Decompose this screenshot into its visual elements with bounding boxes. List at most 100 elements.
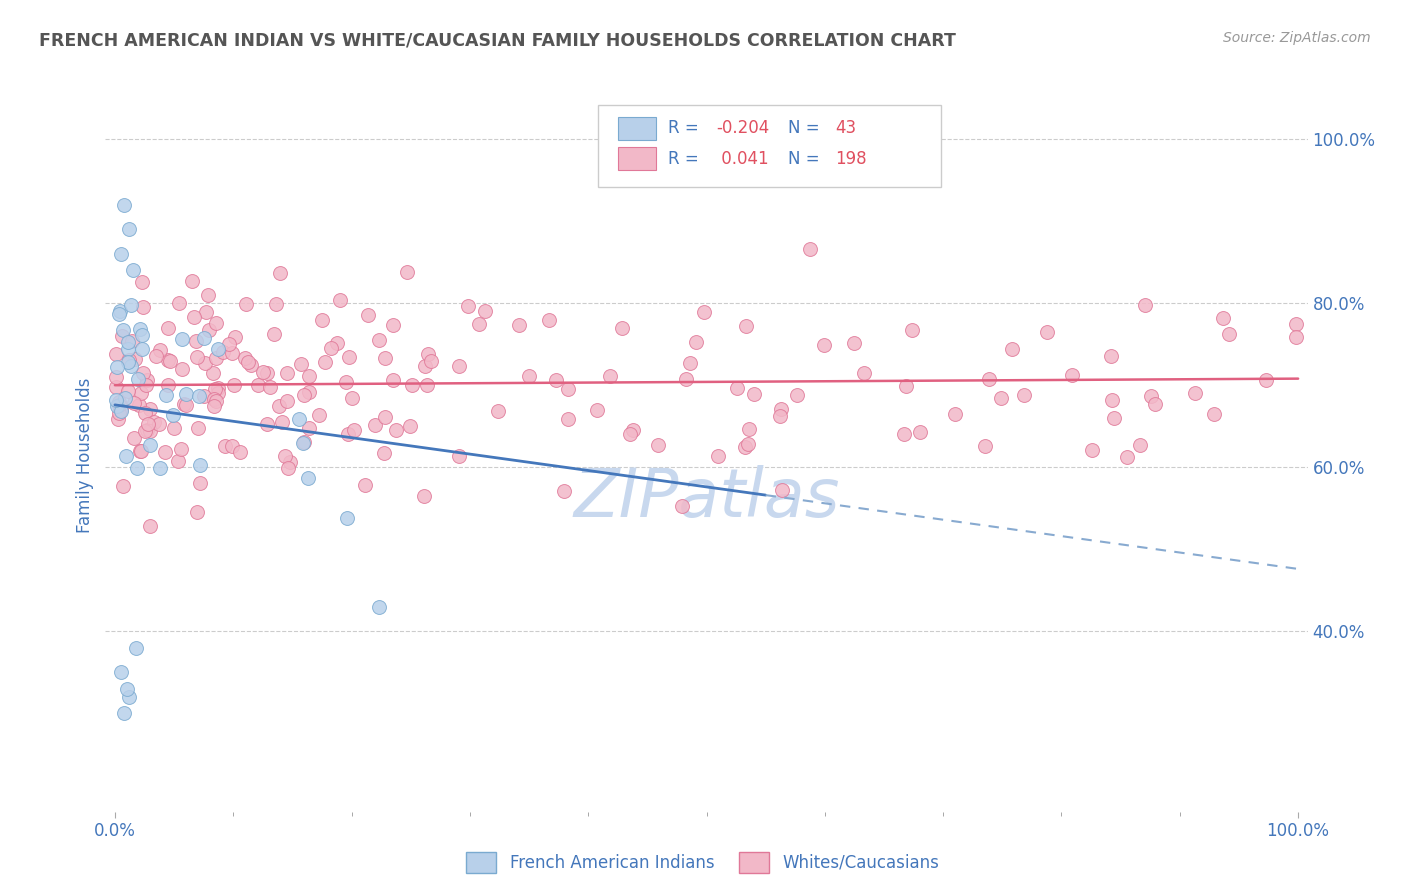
Point xyxy=(738,422,761,436)
Point xyxy=(187,420,209,434)
Point xyxy=(183,310,205,324)
Point xyxy=(125,640,148,655)
Point xyxy=(1285,329,1308,343)
Point xyxy=(842,335,865,350)
Point xyxy=(273,450,295,464)
Point xyxy=(124,352,146,367)
Point xyxy=(188,389,211,403)
Point xyxy=(385,423,408,437)
Point xyxy=(336,426,359,441)
Text: N =: N = xyxy=(789,150,825,168)
Point xyxy=(201,367,224,381)
Point xyxy=(908,425,931,440)
Point xyxy=(276,393,298,408)
Point xyxy=(188,458,211,472)
Point xyxy=(115,449,138,463)
FancyBboxPatch shape xyxy=(617,147,657,170)
Point xyxy=(457,299,479,313)
Point xyxy=(267,400,290,414)
Point xyxy=(298,368,321,383)
Point xyxy=(1101,393,1123,408)
Point xyxy=(194,356,217,370)
Point xyxy=(194,305,217,319)
Text: R =: R = xyxy=(668,150,704,168)
Point xyxy=(118,222,141,236)
Point xyxy=(129,322,152,336)
Point xyxy=(786,388,808,402)
Point xyxy=(134,424,156,438)
Point xyxy=(114,391,136,405)
Point xyxy=(675,372,697,386)
Point xyxy=(486,404,509,418)
Point xyxy=(292,435,315,450)
Point xyxy=(290,357,312,371)
Point xyxy=(553,483,575,498)
Point xyxy=(252,365,274,379)
Point xyxy=(108,398,131,412)
Point xyxy=(131,366,153,380)
Point xyxy=(110,403,132,417)
Point xyxy=(945,407,967,421)
Point xyxy=(1285,317,1308,331)
Point xyxy=(122,432,145,446)
Point xyxy=(108,395,131,409)
Point xyxy=(188,476,211,491)
Point xyxy=(769,401,792,416)
Point xyxy=(276,366,298,380)
Point xyxy=(298,385,321,400)
Point xyxy=(853,366,876,380)
Point xyxy=(202,392,225,406)
Point xyxy=(342,424,364,438)
Point xyxy=(135,373,157,387)
Point xyxy=(112,706,135,721)
Point xyxy=(117,355,139,369)
Point xyxy=(247,377,270,392)
Point xyxy=(155,388,177,402)
Point xyxy=(121,263,143,277)
Point xyxy=(685,334,707,349)
Point xyxy=(308,409,330,423)
Point xyxy=(149,461,172,475)
Point xyxy=(212,345,235,359)
Point xyxy=(1140,389,1163,403)
Point xyxy=(110,665,132,680)
Point xyxy=(204,316,226,330)
Point xyxy=(112,479,135,493)
Point xyxy=(395,265,418,279)
Point xyxy=(1143,397,1166,411)
Point xyxy=(145,349,167,363)
Point xyxy=(139,425,162,439)
Point xyxy=(172,361,194,376)
Point xyxy=(120,359,142,374)
Point xyxy=(742,387,765,401)
Point xyxy=(278,455,301,469)
Point xyxy=(374,409,396,424)
Point xyxy=(136,423,159,437)
Point xyxy=(162,409,184,423)
Text: -0.204: -0.204 xyxy=(716,120,769,137)
Point xyxy=(292,388,315,402)
Point xyxy=(340,391,363,405)
Point xyxy=(678,356,700,370)
Point xyxy=(198,323,221,337)
Point xyxy=(1014,388,1036,402)
Point xyxy=(610,321,633,335)
FancyBboxPatch shape xyxy=(599,105,941,187)
Point xyxy=(224,378,246,392)
Point xyxy=(156,353,179,368)
Point xyxy=(235,297,257,311)
Point xyxy=(110,402,132,417)
Point xyxy=(354,478,377,492)
Point xyxy=(337,350,360,364)
Point xyxy=(269,266,291,280)
Point xyxy=(734,440,756,454)
Point xyxy=(900,323,922,337)
Point xyxy=(621,423,644,437)
Text: N =: N = xyxy=(789,120,825,137)
Point xyxy=(336,510,359,524)
Point xyxy=(449,449,471,463)
Point xyxy=(538,313,561,327)
Point xyxy=(319,342,342,356)
Point xyxy=(127,461,149,475)
Point xyxy=(291,436,314,450)
